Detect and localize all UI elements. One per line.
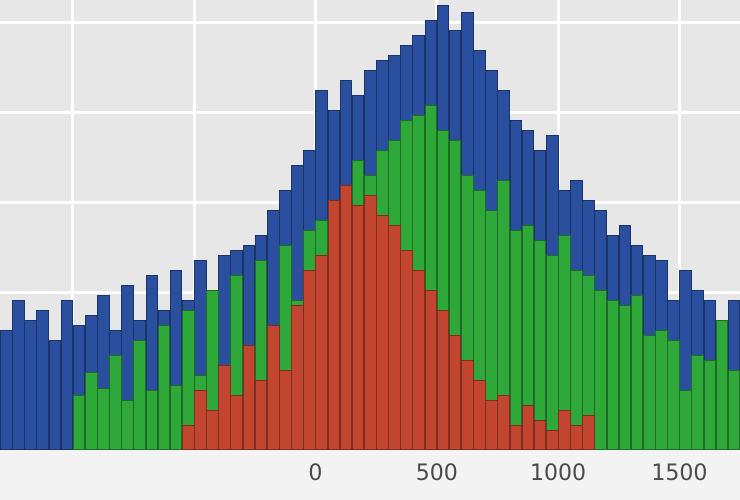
bar-red: [267, 325, 280, 450]
bar-red: [243, 345, 256, 450]
bar-green: [570, 270, 583, 450]
bar-red: [400, 250, 413, 450]
bar-red: [437, 310, 450, 450]
bar-green: [97, 388, 110, 450]
bar-green: [133, 340, 146, 450]
bar-green: [85, 372, 98, 450]
bar-red: [461, 360, 474, 450]
bar-blue: [12, 300, 25, 450]
bar-green: [73, 395, 86, 450]
bar-red: [352, 205, 365, 450]
bar-green: [667, 340, 680, 450]
bar-blue: [24, 320, 37, 450]
bar-red: [570, 425, 583, 450]
bar-red: [255, 380, 268, 450]
bar-red: [340, 185, 353, 450]
bar-red: [473, 380, 486, 450]
bar-red: [182, 425, 195, 450]
bar-green: [546, 255, 559, 450]
bar-red: [364, 195, 377, 450]
gridline-horizontal: [0, 21, 740, 24]
bar-red: [315, 255, 328, 450]
bar-blue: [36, 310, 49, 450]
bar-red: [412, 270, 425, 450]
bar-green: [607, 300, 620, 450]
bar-green: [146, 390, 159, 450]
bar-blue: [61, 300, 74, 450]
bar-red: [546, 430, 559, 450]
bar-red: [303, 270, 316, 450]
histogram-chart: 0 500 1000 1500: [0, 0, 740, 500]
bar-green: [534, 240, 547, 450]
bar-blue: [0, 330, 13, 450]
bar-red: [291, 305, 304, 450]
bar-green: [158, 325, 171, 450]
bar-red: [510, 425, 523, 450]
bar-red: [558, 410, 571, 450]
bar-red: [522, 405, 535, 450]
bar-red: [485, 400, 498, 450]
bar-green: [121, 400, 134, 450]
bar-green: [691, 355, 704, 450]
bar-green: [704, 360, 717, 450]
bar-red: [206, 410, 219, 450]
bar-green: [655, 330, 668, 450]
x-axis: 0 500 1000 1500: [0, 450, 740, 500]
bar-green: [631, 295, 644, 450]
bar-green: [619, 305, 632, 450]
bar-red: [497, 395, 510, 450]
bar-green: [679, 390, 692, 450]
bar-layer: [0, 0, 740, 450]
x-tick-label: 500: [416, 461, 458, 486]
bar-green: [716, 320, 729, 450]
x-tick-label: 1000: [530, 461, 586, 486]
bar-green: [109, 355, 122, 450]
bar-blue: [49, 340, 62, 450]
bar-red: [534, 420, 547, 450]
bar-red: [328, 200, 341, 450]
bar-red: [279, 370, 292, 450]
bar-green: [510, 230, 523, 450]
bar-green: [728, 370, 740, 450]
bar-red: [425, 290, 438, 450]
x-tick-label: 1500: [651, 461, 707, 486]
plot-area: [0, 0, 740, 450]
bar-red: [230, 395, 243, 450]
x-tick-label: 0: [308, 461, 322, 486]
bar-green: [643, 335, 656, 450]
bar-green: [170, 385, 183, 450]
bar-red: [194, 390, 207, 450]
bar-red: [449, 335, 462, 450]
bar-red: [582, 415, 595, 450]
bar-red: [376, 215, 389, 450]
bar-red: [388, 225, 401, 450]
bar-green: [594, 290, 607, 450]
bar-red: [218, 365, 231, 450]
